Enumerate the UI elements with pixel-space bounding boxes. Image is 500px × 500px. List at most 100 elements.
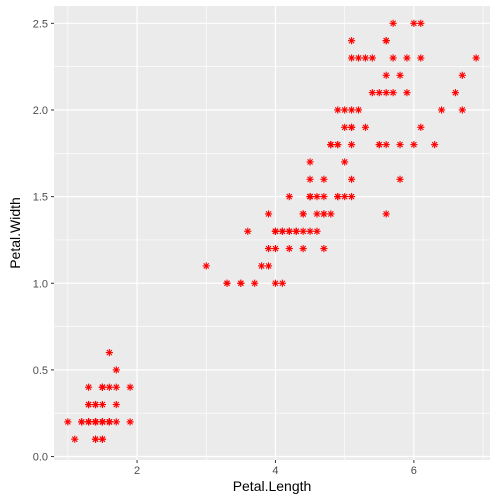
data-point bbox=[271, 227, 280, 235]
data-point bbox=[347, 141, 356, 149]
data-point bbox=[202, 262, 210, 270]
data-point bbox=[431, 141, 439, 149]
data-point bbox=[91, 435, 100, 443]
data-point bbox=[354, 54, 363, 62]
data-point bbox=[264, 244, 273, 253]
data-point bbox=[278, 279, 286, 287]
data-point bbox=[64, 418, 72, 426]
data-point bbox=[313, 210, 321, 218]
data-point bbox=[368, 89, 376, 97]
data-point bbox=[347, 193, 356, 201]
data-point bbox=[105, 418, 113, 426]
data-point bbox=[347, 37, 356, 45]
data-point bbox=[278, 227, 286, 235]
data-point bbox=[98, 400, 107, 409]
data-point bbox=[410, 141, 418, 149]
data-point bbox=[361, 123, 370, 131]
data-point bbox=[382, 89, 390, 97]
data-point bbox=[112, 418, 120, 426]
data-point bbox=[271, 244, 280, 253]
data-point bbox=[313, 227, 321, 235]
x-tick-label: 4 bbox=[272, 465, 278, 477]
data-point bbox=[237, 279, 245, 287]
data-point bbox=[327, 141, 335, 149]
data-point bbox=[112, 366, 120, 374]
data-point bbox=[375, 89, 383, 97]
data-point bbox=[347, 54, 356, 62]
data-point bbox=[334, 193, 342, 201]
data-point bbox=[126, 418, 134, 426]
data-point bbox=[382, 141, 390, 149]
data-point bbox=[98, 418, 107, 426]
data-point bbox=[437, 106, 446, 114]
data-point bbox=[396, 175, 404, 183]
data-point bbox=[451, 89, 459, 97]
data-point bbox=[306, 193, 314, 201]
y-tick-label: 2.5 bbox=[33, 18, 48, 30]
data-point bbox=[292, 227, 300, 235]
data-point bbox=[320, 210, 328, 218]
y-axis-title: Petal.Width bbox=[7, 197, 23, 269]
y-tick-label: 0.0 bbox=[33, 452, 48, 464]
y-tick-label: 1.0 bbox=[33, 278, 48, 290]
data-point bbox=[91, 400, 100, 409]
data-point bbox=[299, 227, 307, 235]
data-point bbox=[327, 210, 335, 218]
data-point bbox=[389, 89, 397, 97]
data-point bbox=[91, 418, 100, 426]
data-point bbox=[341, 123, 349, 131]
data-point bbox=[375, 141, 383, 149]
data-point bbox=[382, 71, 390, 79]
x-tick-label: 6 bbox=[411, 465, 417, 477]
data-point bbox=[313, 193, 321, 201]
data-point bbox=[458, 106, 466, 114]
data-point bbox=[472, 54, 480, 62]
data-point bbox=[306, 175, 314, 183]
data-point bbox=[299, 244, 307, 253]
y-tick-label: 1.5 bbox=[33, 192, 48, 204]
data-point bbox=[285, 227, 293, 235]
data-point bbox=[264, 210, 273, 218]
data-point bbox=[320, 175, 328, 183]
data-point bbox=[112, 400, 120, 409]
data-point bbox=[382, 37, 390, 45]
y-tick-label: 2.0 bbox=[33, 105, 48, 117]
data-point bbox=[334, 141, 342, 149]
data-point bbox=[410, 19, 418, 27]
data-point bbox=[334, 106, 342, 114]
data-point bbox=[98, 435, 107, 443]
data-point bbox=[347, 123, 356, 131]
data-point bbox=[396, 71, 404, 79]
data-point bbox=[354, 106, 363, 114]
data-point bbox=[71, 435, 79, 443]
data-point bbox=[78, 418, 86, 426]
data-point bbox=[347, 106, 356, 114]
data-point bbox=[98, 383, 107, 391]
data-point bbox=[105, 348, 113, 357]
data-point bbox=[105, 383, 113, 391]
data-point bbox=[85, 400, 93, 409]
data-point bbox=[417, 54, 425, 62]
data-point bbox=[258, 262, 266, 270]
gridlines-minor bbox=[54, 6, 490, 460]
x-axis: 2 4 6 bbox=[134, 460, 417, 477]
data-point bbox=[403, 89, 411, 97]
data-point bbox=[458, 71, 466, 79]
data-point bbox=[306, 158, 314, 166]
data-point bbox=[271, 279, 280, 287]
data-point bbox=[85, 418, 93, 426]
panel-background bbox=[54, 6, 490, 460]
data-point bbox=[264, 262, 273, 270]
data-point bbox=[361, 54, 370, 62]
data-point bbox=[396, 141, 404, 149]
data-point bbox=[389, 19, 397, 27]
gridlines-major bbox=[54, 6, 490, 460]
data-point bbox=[126, 383, 134, 391]
x-axis-title: Petal.Length bbox=[233, 478, 312, 494]
data-point bbox=[299, 210, 307, 218]
data-point bbox=[251, 279, 259, 287]
data-point bbox=[347, 175, 356, 183]
data-point bbox=[85, 383, 93, 391]
y-axis: 0.0 0.5 1.0 1.5 2.0 2.5 bbox=[33, 18, 54, 464]
data-point bbox=[341, 106, 349, 114]
